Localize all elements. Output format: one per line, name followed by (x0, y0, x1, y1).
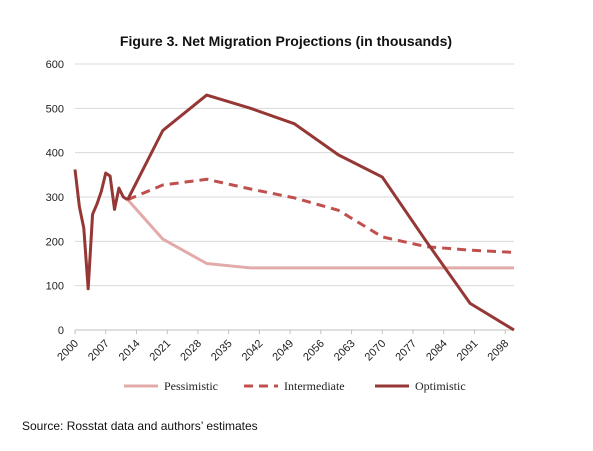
legend-label-intermediate: Intermediate (284, 379, 345, 393)
y-tick-label: 0 (58, 325, 64, 337)
x-tick-label: 2042 (240, 338, 266, 364)
y-tick-label: 600 (46, 59, 64, 71)
series-lines (73, 93, 515, 332)
axes (74, 329, 514, 334)
legend: Pessimistic Intermediate Optimistic (124, 379, 466, 393)
series-line-intermediate (127, 177, 515, 254)
x-tick-label: 2035 (209, 338, 235, 364)
legend-label-pessimistic: Pessimistic (164, 379, 218, 393)
x-tick-label: 2056 (301, 338, 327, 364)
y-tick-label: 200 (46, 236, 64, 248)
x-tick-label: 2098 (486, 338, 512, 364)
x-tick-label: 2070 (363, 338, 389, 364)
legend-label-optimistic: Optimistic (415, 379, 466, 393)
x-tick-label: 2077 (393, 338, 419, 364)
chart-title: Figure 3. Net Migration Projections (in … (120, 33, 452, 49)
x-tick-label: 2049 (270, 338, 296, 364)
x-tick-label: 2063 (332, 338, 358, 364)
y-tick-label: 100 (46, 281, 64, 293)
y-tick-label: 300 (46, 192, 64, 204)
x-tick-label: 2007 (86, 338, 112, 364)
series-line-optimistic (126, 93, 515, 332)
x-tick-label: 2000 (55, 338, 81, 364)
x-tick-label: 2014 (117, 338, 143, 364)
x-axis-tick-labels: 2000 2007 2014 2021 2028 2035 2042 2049 2056 2063… (55, 338, 511, 364)
series-line-pessimistic (126, 198, 514, 270)
y-tick-label: 500 (46, 103, 64, 115)
x-tick-label: 2084 (424, 338, 450, 364)
x-tick-label: 2028 (178, 338, 204, 364)
series-line-historical (73, 169, 129, 291)
x-tick-label: 2021 (148, 338, 174, 364)
source-note: Source: Rosstat data and authors’ estima… (22, 419, 258, 433)
y-axis-tick-labels: 0 100 200 300 400 500 600 (46, 59, 64, 337)
y-tick-label: 400 (46, 148, 64, 160)
x-tick-label: 2091 (455, 338, 481, 364)
